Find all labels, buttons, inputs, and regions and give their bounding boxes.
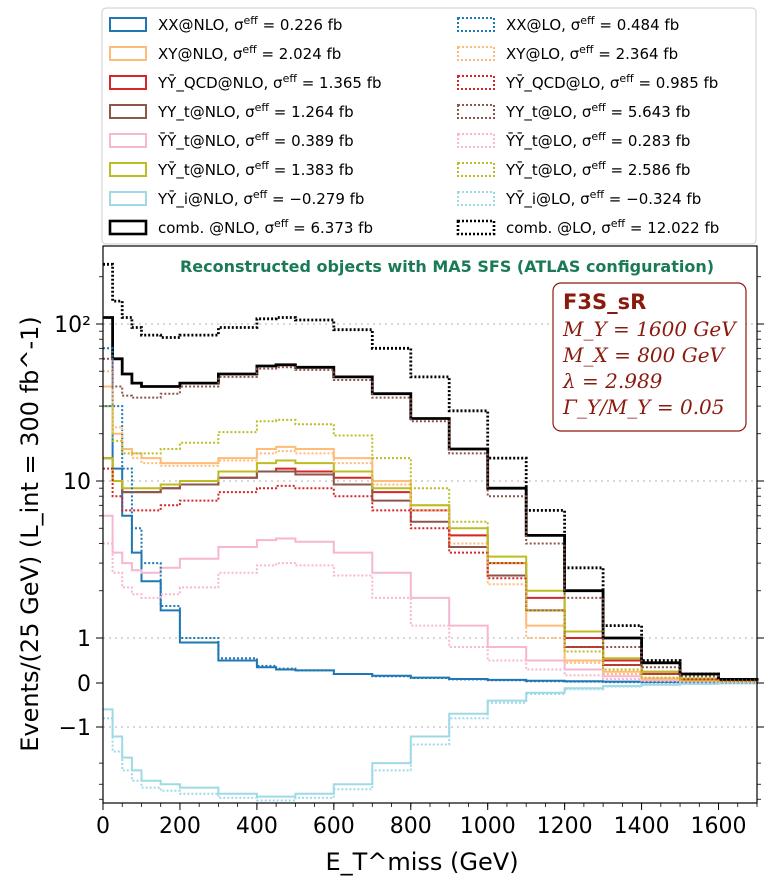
series-line-13 bbox=[103, 405, 758, 684]
series-line-11 bbox=[103, 357, 758, 683]
legend-frame bbox=[101, 7, 757, 245]
legend-swatch bbox=[457, 133, 495, 148]
info-box: F3S_sR M_Y = 1600 GeV M_X = 800 GeV λ = … bbox=[552, 282, 747, 432]
legend-label: ȲȲ_t@NLO, σeff = 0.389 fb bbox=[157, 130, 354, 151]
legend-label: XY@LO, σeff = 2.364 fb bbox=[506, 43, 678, 63]
x-tick-label: 1600 bbox=[691, 814, 747, 839]
y-tick-label: 1 bbox=[77, 627, 91, 652]
legend-label: YY_t@NLO, σeff = 1.264 fb bbox=[157, 101, 354, 122]
legend-swatch bbox=[457, 75, 495, 90]
legend-swatch bbox=[109, 46, 147, 61]
x-tick-label: 600 bbox=[313, 814, 355, 839]
legend-label: YY_t@LO, σeff = 5.643 fb bbox=[505, 101, 690, 122]
series-line-9 bbox=[103, 370, 758, 684]
series-line-15 bbox=[103, 262, 759, 682]
legend-label: YȲ_i@LO, σeff = −0.324 fb bbox=[505, 188, 701, 209]
x-axis-label: E_T^miss (GeV) bbox=[325, 848, 518, 876]
legend-swatch bbox=[457, 104, 495, 119]
info-title: F3S_sR bbox=[563, 290, 646, 314]
y-tick-label: 0 bbox=[77, 672, 91, 697]
legend-label: XX@LO, σeff = 0.484 fb bbox=[506, 14, 679, 34]
info-box-frame bbox=[552, 282, 747, 432]
legend-swatch bbox=[457, 191, 495, 206]
info-width-ratio: Γ_Y/M_Y = 0.05 bbox=[562, 395, 725, 419]
legend-label: YȲ_QCD@LO, σeff = 0.985 fb bbox=[505, 72, 718, 93]
series-line-12 bbox=[103, 542, 758, 684]
legend-swatch bbox=[457, 17, 495, 32]
legend-label: YȲ_t@LO, σeff = 2.586 fb bbox=[505, 159, 690, 180]
y-tick-label: −1 bbox=[59, 716, 91, 741]
info-mass-y: M_Y = 1600 GeV bbox=[562, 317, 738, 341]
legend-swatch bbox=[109, 104, 147, 119]
y-axis-label: Events/(25 GeV) (L_int = 300 fb^-1) bbox=[16, 316, 44, 752]
legend-label: YȲ_QCD@NLO, σeff = 1.365 fb bbox=[157, 72, 382, 93]
legend-swatch bbox=[108, 219, 148, 236]
legend-label: comb. @LO, σeff = 12.022 fb bbox=[506, 217, 719, 237]
x-tick-label: 400 bbox=[236, 814, 278, 839]
legend-swatch bbox=[109, 133, 147, 148]
x-tick-label: 1200 bbox=[537, 814, 593, 839]
series-line-7 bbox=[103, 316, 759, 682]
x-tick-label: 800 bbox=[390, 814, 432, 839]
legend-swatch bbox=[109, 17, 147, 32]
legend-swatch bbox=[109, 191, 147, 206]
x-tick-label: 1000 bbox=[460, 814, 516, 839]
series-line-8 bbox=[103, 347, 757, 684]
x-tick-label: 1400 bbox=[614, 814, 670, 839]
legend-label: ȲȲ_t@LO, σeff = 0.283 fb bbox=[505, 130, 690, 151]
series-line-14 bbox=[103, 682, 758, 802]
series-line-10 bbox=[103, 467, 758, 683]
legend-label: XX@NLO, σeff = 0.226 fb bbox=[158, 14, 342, 34]
legend-label: YȲ_i@NLO, σeff = −0.279 fb bbox=[157, 188, 364, 209]
legend-swatch bbox=[109, 75, 147, 90]
y-tick-label: 10 bbox=[63, 470, 91, 495]
legend-label: YȲ_t@NLO, σeff = 1.383 fb bbox=[157, 159, 354, 180]
y-tick-label: 10² bbox=[54, 313, 91, 338]
info-mass-x: M_X = 800 GeV bbox=[562, 343, 727, 367]
legend: XX@NLO, σeff = 0.226 fb XY@NLO, σeff = 2.… bbox=[101, 7, 757, 245]
info-lambda: λ = 2.989 bbox=[562, 369, 663, 393]
series-line-4 bbox=[103, 514, 758, 684]
legend-swatch bbox=[457, 162, 495, 177]
x-tick-label: 0 bbox=[96, 814, 110, 839]
chart-title: Reconstructed objects with MA5 SFS (ATLA… bbox=[180, 257, 714, 276]
series-layer bbox=[103, 262, 759, 802]
x-tick-label: 200 bbox=[159, 814, 201, 839]
legend-label: comb. @NLO, σeff = 6.373 fb bbox=[158, 217, 373, 237]
legend-swatch bbox=[109, 162, 147, 177]
legend-swatch bbox=[456, 219, 496, 236]
legend-swatch bbox=[457, 46, 495, 61]
legend-label: XY@NLO, σeff = 2.024 fb bbox=[158, 43, 341, 63]
